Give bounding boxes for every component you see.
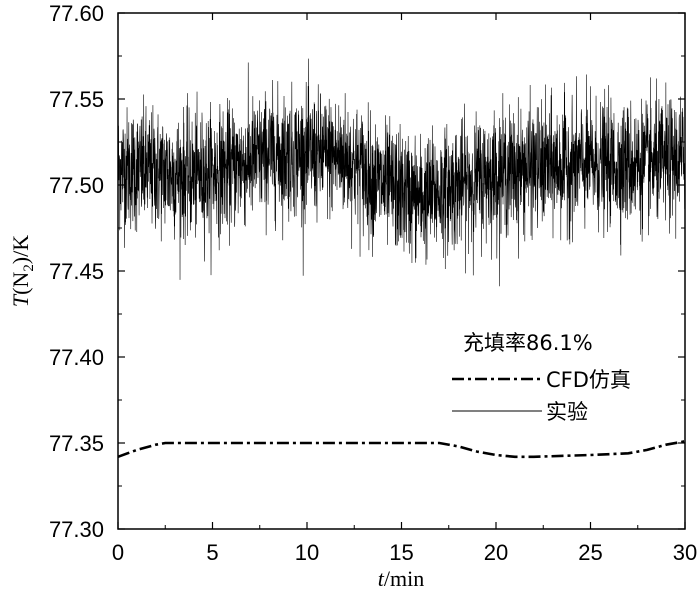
x-tick-label: 20 [484,540,508,565]
y-tick-label: 77.55 [49,87,104,112]
legend-label-experiment: 实验 [546,400,588,424]
x-tick-label: 25 [578,540,602,565]
y-axis-ticks: 77.30 77.35 77.40 77.45 77.50 77.55 77.60 [49,1,685,542]
y-tick-label: 77.50 [49,173,104,198]
experiment-series [117,58,686,287]
legend-title: 充填率86.1% [463,331,593,355]
plot-frame [117,12,686,530]
y-tick-label: 77.40 [49,345,104,370]
y-axis-label: T(N2)/K [8,235,37,307]
x-tick-label: 15 [389,540,413,565]
y-tick-label: 77.45 [49,259,104,284]
x-axis-ticks: 0 5 10 15 20 25 30 [112,13,697,565]
legend: 充填率86.1% CFD仿真 实验 [448,322,673,432]
x-tick-label: 10 [295,540,319,565]
x-tick-label: 30 [673,540,697,565]
cfd-series [117,440,686,459]
x-axis-label: t/min [378,566,424,591]
legend-background [448,322,673,432]
y-tick-label: 77.35 [49,431,104,456]
experiment-line [117,58,686,287]
x-tick-label: 5 [206,540,218,565]
legend-label-cfd: CFD仿真 [546,368,631,392]
x-tick-label: 0 [112,540,124,565]
y-tick-label: 77.60 [49,1,104,26]
y-tick-label: 77.30 [49,517,104,542]
